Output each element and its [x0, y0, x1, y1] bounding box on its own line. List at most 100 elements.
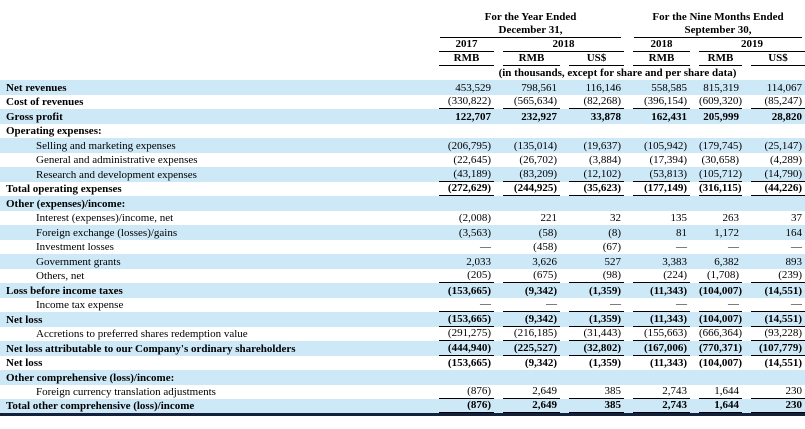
- period-group-nine-months-date: September 30,: [624, 24, 805, 38]
- cell-value: (11,343): [624, 312, 691, 327]
- cell-value: 1,644: [690, 385, 743, 399]
- table-row: Interest (expenses)/income, net (2,008) 22…: [0, 211, 805, 226]
- cell-value: (330,822): [430, 95, 494, 109]
- year-column-2018: 2018: [494, 38, 625, 52]
- row-label: Interest (expenses)/income, net: [36, 212, 174, 224]
- cell-value: (14,790): [742, 167, 805, 182]
- row-label: Selling and marketing expenses: [36, 139, 176, 152]
- cell-value: (14,551): [742, 312, 805, 327]
- cell-value: (9,342): [494, 312, 560, 327]
- header-spacer: [0, 52, 430, 66]
- cell-value: (104,007): [699, 357, 743, 369]
- row-label: Government grants: [36, 255, 121, 268]
- table-row: Other comprehensive (loss)/income:: [0, 370, 805, 385]
- cell-value: (82,268): [560, 95, 625, 109]
- table-row: Net revenues 453,529 798,561 116,146 558,585…: [0, 80, 805, 95]
- table-row: Net loss (153,665) (9,342) (1,359) (11,343) (…: [0, 312, 805, 327]
- cell-value: (206,795): [447, 139, 491, 152]
- row-label: Others, net: [36, 270, 85, 282]
- cell-value: (225,527): [494, 341, 560, 356]
- cell-value: (9,342): [524, 284, 557, 297]
- cell-value: —: [728, 241, 740, 253]
- table-row: Total other comprehensive (loss)/income (…: [0, 399, 805, 415]
- cell-value: (44,226): [742, 182, 805, 196]
- cell-value: (25,147): [764, 139, 803, 152]
- cell-value: 32: [610, 212, 622, 224]
- cell-value: (316,115): [699, 182, 743, 196]
- cell-value: (666,364): [699, 327, 743, 341]
- cell-value: (83,209): [494, 167, 560, 182]
- cell-value: (26,702): [519, 154, 557, 166]
- cell-value: 385: [560, 399, 625, 415]
- income-statement-table: For the Year Ended For the Nine Months E…: [0, 10, 805, 416]
- cell-value: —: [690, 298, 743, 312]
- table-body: Net revenues 453,529 798,561 116,146 558,585…: [0, 80, 805, 415]
- cell-value: [624, 124, 690, 139]
- cell-value: (35,623): [560, 182, 625, 196]
- period-group-date: September 30,: [634, 24, 803, 38]
- cell-value: [430, 370, 494, 385]
- cell-value: (876): [430, 385, 494, 399]
- cell-value: (135,014): [513, 139, 557, 152]
- row-label: Other (expenses)/income:: [6, 197, 126, 210]
- cell-value: [560, 196, 624, 211]
- row-label: Net revenues: [6, 81, 67, 94]
- table-row: Government grants 2,033 3,626 527 3,383 6,382…: [0, 254, 805, 269]
- cell-value: [742, 370, 805, 385]
- row-label: Cost of revenues: [6, 96, 84, 108]
- cell-value: (155,663): [624, 327, 691, 341]
- cell-value: (3,884): [588, 154, 622, 166]
- period-group-year-ended: For the Year Ended: [430, 10, 624, 24]
- cell-value: (224): [624, 269, 691, 283]
- row-label: Income tax expense: [36, 299, 124, 311]
- cell-value: (14,551): [764, 284, 803, 297]
- cell-value: [560, 370, 624, 385]
- cell-value: 37: [791, 212, 803, 224]
- row-label: Net loss attributable to our Company's o…: [6, 342, 296, 355]
- cell-value: 33,878: [590, 110, 622, 123]
- cell-value: (179,745): [699, 139, 743, 152]
- cell-value: 263: [722, 212, 740, 224]
- currency-column: RMB: [690, 52, 743, 66]
- cell-value: (153,665): [430, 312, 494, 327]
- cell-value: (565,634): [494, 95, 560, 109]
- cell-value: —: [494, 298, 560, 312]
- period-group-nine-months: For the Nine Months Ended: [624, 10, 805, 24]
- cell-value: 205,999: [703, 110, 740, 123]
- table-row: Loss before income taxes (153,665) (9,342)…: [0, 283, 805, 298]
- cell-value: (85,247): [742, 95, 805, 109]
- cell-value: (167,006): [624, 341, 691, 356]
- cell-value: (17,394): [649, 154, 688, 166]
- period-group-year-ended-date: December 31,: [430, 24, 624, 38]
- cell-value: 221: [540, 212, 558, 224]
- cell-value: (3,563): [458, 226, 491, 239]
- cell-value: 1,172: [714, 226, 740, 239]
- currency-column: RMB: [430, 52, 494, 66]
- cell-value: 2,743: [624, 399, 691, 415]
- row-label: Investment losses: [36, 241, 114, 253]
- currency-column: RMB: [494, 52, 560, 66]
- cell-value: (32,802): [560, 341, 625, 356]
- cell-value: (205): [430, 269, 494, 283]
- header-spacer: [0, 10, 430, 24]
- cell-value: 815,319: [703, 81, 740, 94]
- cell-value: (4,289): [769, 154, 803, 166]
- row-label: Net loss: [6, 357, 43, 369]
- cell-value: (291,275): [430, 327, 494, 341]
- cell-value: 3,383: [662, 255, 688, 268]
- row-label: Total other comprehensive (loss)/income: [6, 400, 195, 412]
- year-column-2018-nine-months: 2018: [624, 38, 691, 52]
- cell-value: (11,343): [650, 284, 688, 297]
- cell-value: (43,189): [430, 167, 494, 182]
- row-label: Research and development expenses: [36, 168, 197, 181]
- cell-value: 2,649: [494, 399, 560, 415]
- cell-value: (11,343): [650, 357, 688, 369]
- cell-value: [494, 124, 560, 139]
- cell-value: 230: [742, 399, 805, 415]
- row-label: Gross profit: [6, 110, 63, 123]
- cell-value: 116,146: [585, 81, 622, 94]
- cell-value: 81: [676, 226, 688, 239]
- cell-value: —: [742, 298, 805, 312]
- cell-value: —: [676, 241, 688, 253]
- cell-value: (30,658): [701, 154, 740, 166]
